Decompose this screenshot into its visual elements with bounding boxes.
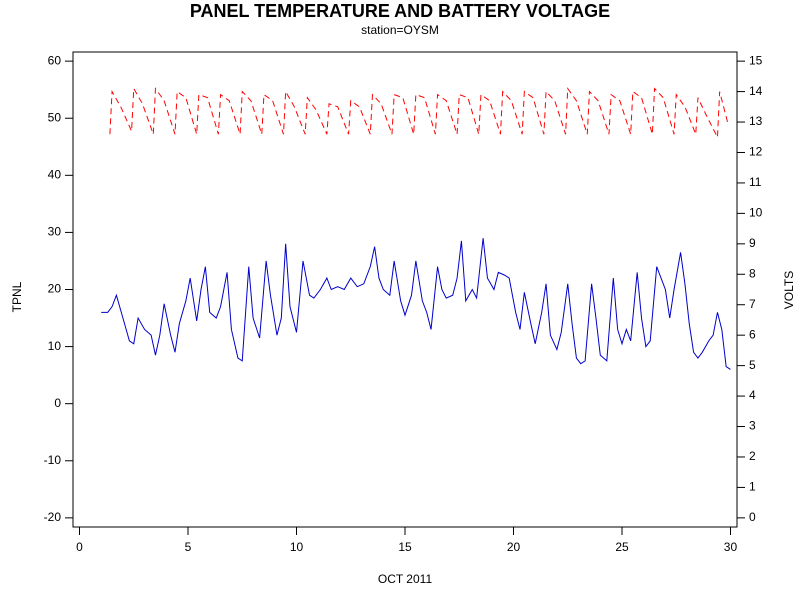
x-tick-label: 10 xyxy=(290,540,304,554)
y-tick-label: -10 xyxy=(44,453,62,467)
y2-tick-label: 3 xyxy=(749,419,756,433)
y-tick-label: 20 xyxy=(48,282,62,296)
y2-tick-label: 0 xyxy=(749,510,756,524)
y-tick-label: 10 xyxy=(48,339,62,353)
y2-tick-label: 14 xyxy=(749,84,763,98)
data-line xyxy=(101,238,731,370)
x-tick-label: 25 xyxy=(615,540,629,554)
y2-tick-label: 8 xyxy=(749,266,756,280)
y-tick-label: 60 xyxy=(48,53,62,67)
y2-tick-label: 13 xyxy=(749,114,763,128)
x-axis-label: OCT 2011 xyxy=(378,572,433,586)
y-tick-label: 50 xyxy=(48,110,62,124)
y2-tick-label: 1 xyxy=(749,480,756,494)
y-tick-label: -20 xyxy=(44,510,62,524)
y-tick-label: 30 xyxy=(48,225,62,239)
y2-tick-label: 5 xyxy=(749,358,756,372)
x-tick-label: 0 xyxy=(76,540,83,554)
y2-tick-label: 10 xyxy=(749,206,763,220)
y2-tick-label: 15 xyxy=(749,53,763,67)
y2-tick-label: 4 xyxy=(749,388,756,402)
chart-title: PANEL TEMPERATURE AND BATTERY VOLTAGE xyxy=(190,1,610,21)
y2-axis-label: VOLTS xyxy=(782,271,796,309)
y2-tick-label: 6 xyxy=(749,327,756,341)
data-line xyxy=(109,86,729,140)
y-tick-label: 0 xyxy=(54,396,61,410)
x-tick-label: 5 xyxy=(185,540,192,554)
y2-tick-label: 2 xyxy=(749,449,756,463)
y2-tick-label: 11 xyxy=(749,175,762,189)
chart-subtitle: station=OYSM xyxy=(361,23,439,37)
y-tick-label: 40 xyxy=(48,167,62,181)
y2-tick-label: 7 xyxy=(749,297,756,311)
x-tick-label: 30 xyxy=(724,540,738,554)
x-tick-label: 15 xyxy=(398,540,412,554)
y2-tick-label: 9 xyxy=(749,236,756,250)
plot-frame xyxy=(72,51,738,528)
x-tick-label: 20 xyxy=(507,540,521,554)
y-axis-label: TPNL xyxy=(10,281,24,312)
y2-tick-label: 12 xyxy=(749,145,763,159)
